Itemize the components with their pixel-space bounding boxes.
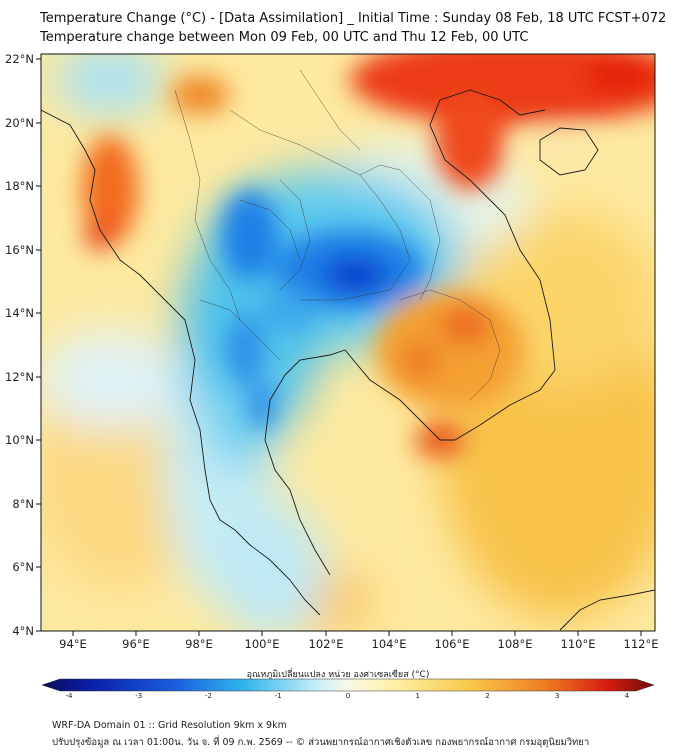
map-frame: [40, 53, 656, 632]
lon-tick-label: 108°E: [498, 637, 533, 651]
latitude-axis: 22°N 20°N 18°N 16°N 14°N 12°N 10°N 8°N 6°N 4°N: [5, 52, 41, 638]
footer-domain-info: WRF-DA Domain 01 :: Grid Resolution 9km …: [52, 720, 287, 731]
footer-credit: ปรับปรุงข้อมูล ณ เวลา 01:00น. วัน จ. ที่…: [52, 737, 590, 748]
lat-tick-label: 22°N: [5, 52, 34, 66]
colorbar-bar: [41, 678, 655, 692]
temperature-field: [41, 54, 655, 631]
lat-tick-label: 4°N: [12, 624, 34, 638]
colorbar-tick-label: -2: [205, 692, 212, 700]
map-title: Temperature Change (°C) - [Data Assimila…: [40, 11, 667, 26]
temperature-change-map: 22°N 20°N 18°N 16°N 14°N 12°N 10°N 8°N 6°N 4°N 94…: [5, 52, 658, 651]
lon-tick-label: 102°E: [309, 637, 344, 651]
lon-tick-label: 106°E: [435, 637, 470, 651]
colorbar-tick-label: 0: [345, 692, 351, 700]
lat-tick-label: 20°N: [5, 116, 34, 130]
lon-tick-label: 94°E: [59, 637, 87, 651]
longitude-axis: 94°E 96°E 98°E 100°E 102°E 104°E 106°E 108°E 110…: [59, 631, 658, 651]
colorbar-tick-label: -4: [65, 692, 73, 700]
lon-tick-label: 110°E: [561, 637, 596, 651]
colorbar-label: อุณหภูมิเปลี่ยนแปลง หน่วย องศาเซลเซียส (…: [246, 670, 430, 680]
admin-borders: [174, 69, 501, 401]
lon-tick-label: 100°E: [245, 637, 280, 651]
colorbar-tick-label: 2: [485, 692, 490, 700]
colorbar-tick-label: 1: [415, 692, 420, 700]
lat-tick-label: 12°N: [5, 370, 34, 384]
lat-tick-label: 8°N: [12, 497, 34, 511]
colorbar-tick-label: -1: [274, 692, 282, 700]
lat-tick-label: 16°N: [5, 243, 34, 257]
colorbar-tick-label: 4: [624, 692, 630, 700]
lon-tick-label: 96°E: [122, 637, 150, 651]
lat-tick-label: 18°N: [5, 179, 34, 193]
lon-tick-label: 112°E: [624, 637, 659, 651]
lon-tick-label: 104°E: [372, 637, 407, 651]
colorbar-tick-label: -3: [135, 692, 143, 700]
colorbar-ticks: -4 -3 -2 -1 0 1 2 3 4: [0, 692, 676, 704]
lat-tick-label: 6°N: [12, 560, 34, 574]
colorbar-tick-label: 3: [555, 692, 560, 700]
lon-tick-label: 98°E: [185, 637, 213, 651]
coastlines: [41, 89, 655, 631]
map-subtitle: Temperature change between Mon 09 Feb, 0…: [40, 30, 529, 45]
lat-tick-label: 14°N: [5, 306, 34, 320]
lat-tick-label: 10°N: [5, 433, 34, 447]
colorbar: [41, 678, 655, 692]
